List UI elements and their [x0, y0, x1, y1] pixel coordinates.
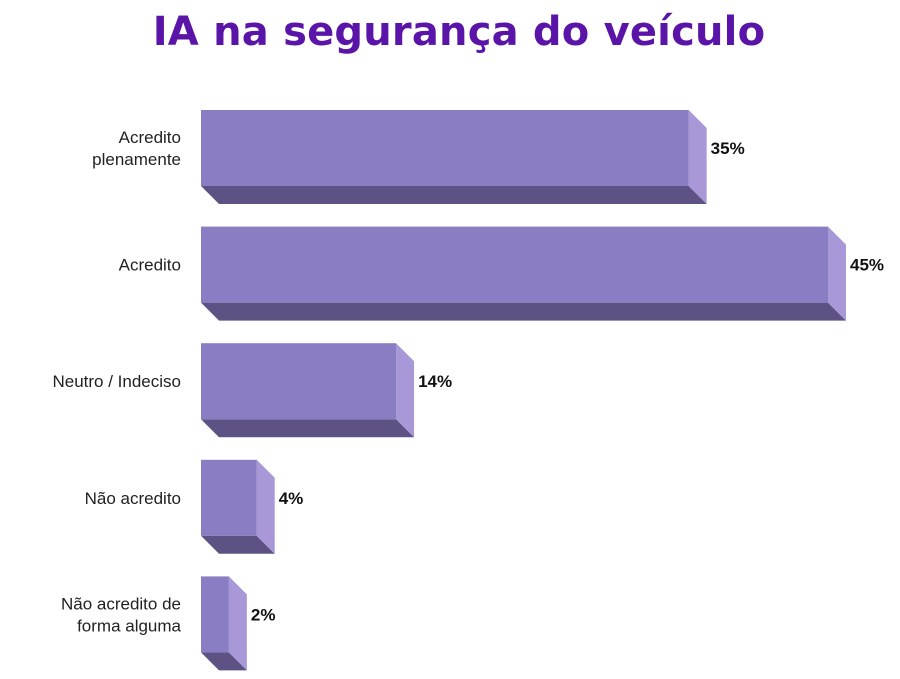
bar-side-face	[396, 343, 415, 438]
bar-front-face	[201, 343, 397, 420]
bar-bottom-face	[201, 652, 247, 671]
value-label-4: 2%	[251, 605, 276, 624]
bar-bottom-face	[201, 302, 846, 321]
value-label-0: 35%	[711, 139, 745, 158]
category-label-1: Acredito	[119, 256, 181, 275]
bar-front-face	[201, 576, 229, 653]
bar-2	[201, 343, 415, 438]
bar-front-face	[201, 110, 689, 186]
bar-3	[201, 459, 275, 554]
category-label-4: Não acredito de forma alguma	[61, 594, 182, 635]
category-label-3: Não acredito	[85, 489, 181, 508]
bar-bottom-face	[201, 419, 415, 438]
bar-side-face	[688, 110, 707, 204]
category-label-0: Acredito plenamente	[92, 128, 181, 169]
value-label-1: 45%	[850, 256, 884, 275]
bar-bottom-face	[201, 186, 707, 204]
value-label-2: 14%	[418, 372, 452, 391]
chart-title: IA na segurança do veículo	[152, 9, 766, 55]
value-label-3: 4%	[279, 489, 304, 508]
bar-side-face	[828, 226, 846, 321]
bar-0	[201, 110, 707, 204]
bar-side-face	[228, 576, 247, 671]
bar-front-face	[201, 226, 828, 303]
bar-side-face	[256, 459, 275, 554]
bar-4	[201, 576, 247, 671]
category-label-2: Neutro / Indeciso	[52, 372, 181, 391]
bar-1	[201, 226, 846, 321]
bar-bottom-face	[201, 535, 275, 554]
bar-front-face	[201, 459, 257, 536]
